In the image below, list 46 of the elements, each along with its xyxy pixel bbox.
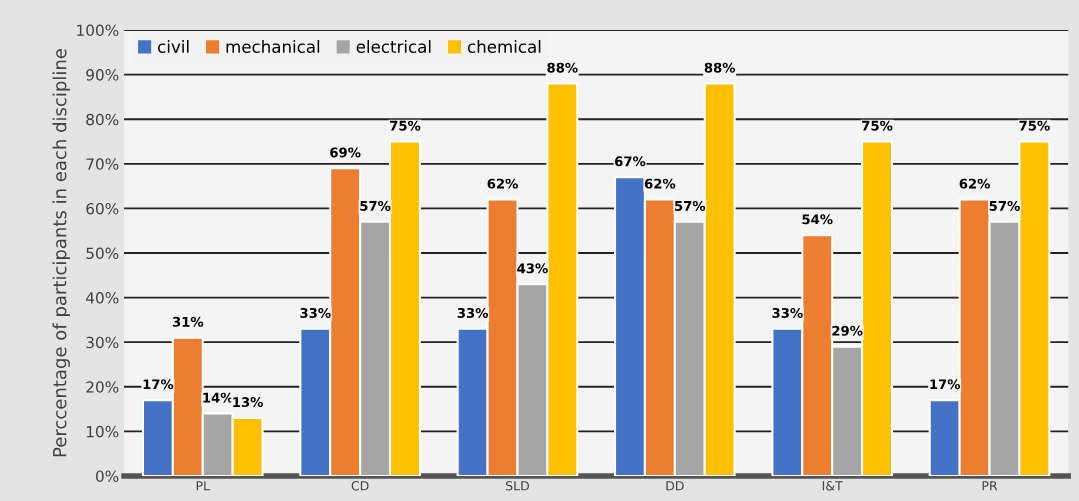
data-label: 62%	[487, 178, 518, 189]
data-label: 17%	[143, 379, 174, 390]
y-tick-label: 40%	[86, 292, 119, 304]
data-label: 33%	[457, 307, 488, 318]
data-label: 88%	[547, 62, 578, 73]
y-tick-label: 100%	[77, 24, 119, 37]
x-tick-label: PL	[196, 481, 210, 491]
data-label: 57%	[675, 200, 706, 211]
data-label: 75%	[1019, 120, 1050, 131]
data-label: 43%	[517, 263, 548, 274]
data-label: 75%	[862, 120, 893, 131]
x-tick-label: SLD	[506, 481, 529, 491]
x-tick-label: I&T	[822, 481, 843, 491]
legend-label: electrical	[356, 40, 431, 53]
y-tick-label: 30%	[86, 336, 119, 349]
data-label: 33%	[772, 307, 803, 318]
y-tick-label: 70%	[86, 158, 119, 170]
data-label: 69%	[330, 147, 361, 158]
y-tick-label: 90%	[86, 69, 119, 81]
data-label: 31%	[172, 316, 204, 327]
data-label: 17%	[930, 379, 961, 390]
data-label: 67%	[615, 156, 646, 167]
data-label: 33%	[300, 307, 331, 318]
data-label: 88%	[704, 62, 736, 73]
y-axis-title: Perccentage of participants in each discipline	[52, 49, 70, 457]
y-tick-label: 80%	[86, 113, 119, 126]
legend-label: civil	[158, 40, 189, 53]
y-tick-label: 60%	[86, 202, 119, 215]
data-label: 14%	[203, 392, 234, 403]
data-label: 29%	[832, 325, 863, 336]
y-tick-label: 50%	[86, 247, 119, 260]
x-tick-label: DD	[666, 481, 684, 491]
legend-label: mechanical	[226, 40, 320, 53]
data-label: 62%	[959, 178, 990, 189]
x-tick-label: CD	[351, 481, 369, 491]
y-tick-label: 10%	[86, 425, 119, 438]
y-tick-label: 0%	[95, 470, 119, 482]
data-label: 57%	[360, 200, 391, 211]
data-label: 54%	[802, 214, 833, 225]
legend-label: chemical	[467, 40, 541, 53]
data-label: 62%	[644, 178, 676, 189]
data-label: 75%	[390, 120, 421, 131]
x-tick-label: PR	[982, 481, 998, 491]
data-label: 57%	[989, 200, 1020, 211]
y-tick-label: 20%	[86, 381, 119, 393]
data-label: 13%	[233, 397, 263, 408]
